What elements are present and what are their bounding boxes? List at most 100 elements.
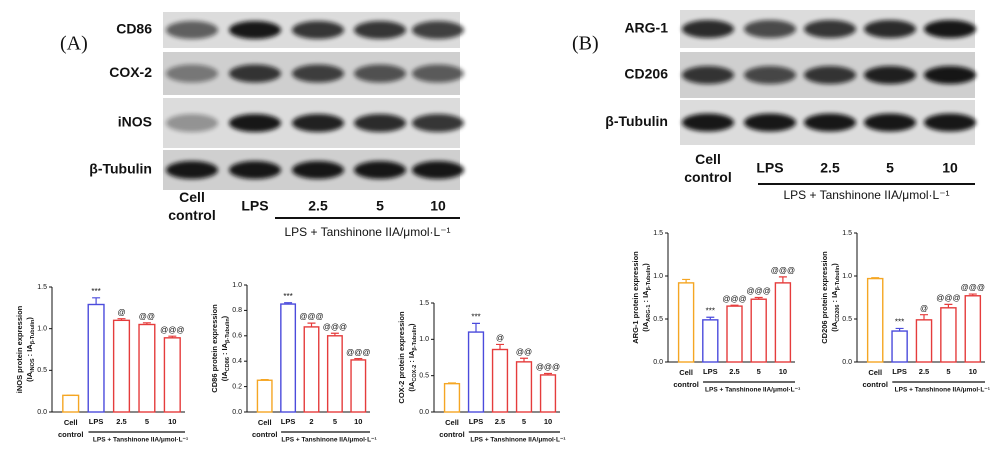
significance-label: *** xyxy=(895,318,904,327)
x-tick-label: 5 xyxy=(946,367,950,376)
significance-label: @@@ xyxy=(961,283,985,292)
y-label-part: : IA xyxy=(407,350,416,365)
blot-band xyxy=(682,20,734,38)
blot-row-label: COX-2 xyxy=(109,64,152,80)
y-axis-label: COX-2 protein expression xyxy=(397,311,406,404)
error-bar xyxy=(260,379,269,381)
significance-label: @@@ xyxy=(536,363,560,372)
significance-label: @@ xyxy=(516,347,532,356)
blot-band xyxy=(229,64,281,83)
y-tick-label: 1.0 xyxy=(419,336,429,343)
error-bar xyxy=(142,322,151,325)
panel-label: (B) xyxy=(572,33,599,55)
group-label: LPS + Tanshinone IIA/μmol·L⁻¹ xyxy=(93,437,188,444)
group-label: LPS + Tanshinone IIA/μmol·L⁻¹ xyxy=(705,387,800,394)
blot-band xyxy=(412,161,464,179)
significance-label: @@@ xyxy=(323,322,347,331)
y-label-part: ) xyxy=(220,315,229,318)
bar xyxy=(750,298,767,363)
treatment-label: LPS + Tanshinone IIA/μmol·L⁻¹ xyxy=(284,225,450,239)
x-tick-label: Cell control xyxy=(252,418,277,439)
group-label: LPS + Tanshinone IIA/μmol·L⁻¹ xyxy=(895,387,990,394)
blot-row-label: iNOS xyxy=(118,114,152,130)
bar xyxy=(87,303,105,413)
y-label-part: CD86 xyxy=(225,357,231,371)
lane-label: 2.5 xyxy=(820,160,840,176)
lane-label: LPS xyxy=(756,160,783,176)
significance-label: *** xyxy=(471,312,480,321)
blot-band xyxy=(744,66,796,84)
error-bar xyxy=(706,316,715,320)
x-tick-label: Cell control xyxy=(862,368,887,389)
significance-label: @@@ xyxy=(747,287,771,296)
y-tick-label: 0.2 xyxy=(232,383,242,390)
y-label-part: (IA xyxy=(25,371,34,382)
blot-row-label: β-Tubulin xyxy=(605,113,668,129)
bar xyxy=(702,319,719,363)
y-tick-label: 0.6 xyxy=(232,333,242,340)
x-tick-label: LPS xyxy=(281,417,296,426)
x-tick-label: LPS xyxy=(892,367,907,376)
error-bar xyxy=(307,322,316,327)
x-tick-label: 10 xyxy=(168,417,176,426)
y-tick-label: 0.0 xyxy=(232,409,242,416)
bar xyxy=(467,331,485,413)
bar xyxy=(112,319,131,413)
y-label-part: ) xyxy=(407,323,416,326)
bar xyxy=(774,282,792,363)
x-tick-label: LPS xyxy=(469,417,484,426)
y-axis-label-sub: (IAiNOS : IAβ-Tubulin) xyxy=(25,317,36,382)
error-bar xyxy=(730,304,739,307)
blot-row-label: CD206 xyxy=(624,66,668,82)
error-bar xyxy=(448,382,456,384)
blot-band xyxy=(744,20,796,38)
blot-band xyxy=(166,64,218,83)
bar xyxy=(891,330,908,363)
bar xyxy=(964,295,982,363)
blot-band xyxy=(229,114,281,132)
error-bar xyxy=(944,303,953,308)
blot-band xyxy=(864,20,916,38)
y-tick-label: 1.5 xyxy=(419,300,429,307)
error-bar xyxy=(92,297,101,305)
bar xyxy=(326,335,343,413)
y-label-part: COX-2 xyxy=(412,365,418,382)
blot-band xyxy=(354,64,406,83)
error-bar xyxy=(968,293,977,296)
group-label: LPS + Tanshinone IIA/μmol·L⁻¹ xyxy=(470,437,565,444)
y-tick-label: 1.0 xyxy=(37,326,47,333)
y-label-part: (IA xyxy=(641,321,650,332)
lane-label: 5 xyxy=(376,198,384,214)
y-tick-label: 1.5 xyxy=(842,230,852,237)
lane-label: 10 xyxy=(430,198,446,214)
y-label-part: ) xyxy=(641,263,650,266)
y-label-part: ) xyxy=(830,263,839,266)
error-bar xyxy=(682,278,691,283)
y-label-part: iNOS xyxy=(30,358,36,372)
y-label-part: β-Tubulin xyxy=(225,318,231,343)
significance-label: @@@ xyxy=(160,325,184,334)
x-tick-label: Cell control xyxy=(673,368,698,389)
error-bar xyxy=(496,343,504,350)
y-label-part: β-Tubulin xyxy=(412,325,418,350)
error-bar xyxy=(895,327,904,332)
bar xyxy=(256,379,273,413)
x-tick-label: LPS xyxy=(703,367,718,376)
blot-band xyxy=(412,64,464,83)
bar xyxy=(866,277,884,363)
x-tick-label: 2 xyxy=(309,417,313,426)
blot-band xyxy=(744,113,796,132)
significance-label: *** xyxy=(706,306,715,315)
error-bar xyxy=(778,276,787,283)
error-bar xyxy=(871,277,880,279)
x-tick-label: 2.5 xyxy=(116,417,126,426)
blot-band xyxy=(412,114,464,132)
bar xyxy=(677,282,695,363)
significance-label: @@@ xyxy=(299,312,323,321)
x-tick-label: 2.5 xyxy=(495,417,505,426)
y-label-part: CD206 xyxy=(835,305,841,322)
blot-band xyxy=(229,161,281,179)
blot-band xyxy=(354,114,406,132)
significance-label: @@@ xyxy=(936,293,960,302)
